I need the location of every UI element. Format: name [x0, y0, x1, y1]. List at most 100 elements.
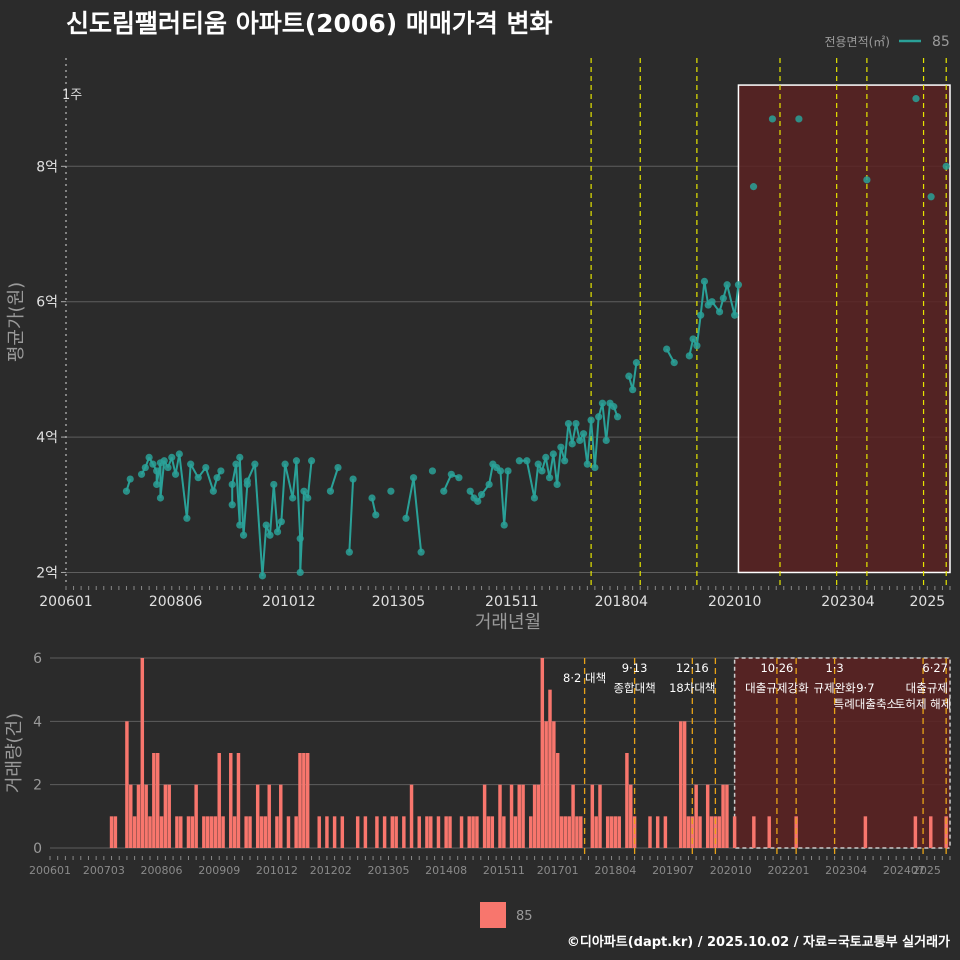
price-point: [122, 487, 131, 495]
volume-bar: [563, 816, 568, 848]
price-point: [145, 453, 153, 461]
price-point: [304, 494, 312, 502]
volume-bar: [221, 816, 225, 848]
price-point: [598, 399, 607, 407]
volume-bar: [375, 816, 379, 848]
price-point: [239, 531, 248, 539]
volume-bar: [275, 816, 279, 848]
volume-policy-annotation: 10·26: [760, 661, 793, 675]
price-x-tick-label: 200601: [39, 594, 92, 610]
volume-bar: [202, 816, 206, 848]
volume-policy-annotation: 6·27: [922, 661, 948, 675]
volume-bar: [598, 784, 602, 848]
price-point: [217, 467, 225, 475]
volume-bar: [148, 816, 152, 848]
price-point: [168, 453, 176, 461]
price-point: [715, 308, 724, 316]
volume-bar: [136, 784, 141, 848]
volume-bar: [194, 784, 198, 848]
price-line-segment: [253, 464, 264, 576]
price-line-segment: [284, 463, 294, 499]
price-point: [731, 311, 739, 319]
price-point: [534, 460, 542, 468]
volume-policy-annotation: 12·16: [676, 661, 709, 675]
price-x-tick-label: 201804: [595, 594, 649, 610]
volume-policy-annotation: 9·7: [856, 681, 874, 695]
price-point: [500, 521, 508, 529]
price-point: [723, 281, 731, 289]
price-point: [187, 460, 195, 468]
volume-bar: [302, 753, 306, 848]
volume-bar: [448, 816, 452, 848]
volume-bar: [725, 784, 729, 848]
price-point: [387, 487, 395, 495]
volume-bar: [113, 816, 118, 848]
volume-bar: [417, 816, 421, 848]
volume-bar: [605, 816, 610, 848]
price-point: [685, 352, 693, 360]
price-line-segment: [726, 284, 736, 316]
volume-bar: [575, 816, 579, 848]
price-line-segment: [605, 403, 611, 441]
price-line-segment: [306, 460, 313, 499]
volume-x-tick-label: 2025: [913, 864, 941, 877]
price-legend-title: 전용면적(㎡): [824, 35, 890, 49]
price-point: [368, 494, 376, 502]
volume-bar: [459, 816, 464, 848]
price-point: [719, 294, 727, 302]
volume-x-tick-label: 201907: [652, 864, 694, 877]
price-point: [447, 470, 455, 478]
price-point: [734, 281, 743, 289]
volume-bar: [517, 784, 521, 848]
volume-bar: [205, 816, 210, 848]
volume-x-tick-label: 201202: [310, 864, 352, 877]
volume-bar: [390, 816, 395, 848]
volume-bar: [509, 784, 514, 848]
volume-y-tick-label: 0: [33, 841, 42, 857]
price-line-segment: [699, 281, 706, 316]
price-line-segment: [593, 416, 600, 468]
price-point: [477, 491, 486, 499]
volume-bar: [521, 784, 525, 848]
price-point: [296, 535, 304, 543]
price-point: [485, 480, 493, 489]
price-point: [587, 416, 595, 424]
price-point: [912, 95, 920, 103]
volume-bar: [209, 816, 214, 848]
volume-bar: [617, 816, 621, 848]
price-line-segment: [204, 467, 215, 492]
price-point: [927, 193, 935, 201]
volume-x-tick-label: 202201: [767, 864, 809, 877]
volume-bar: [167, 784, 171, 848]
price-point: [428, 467, 437, 475]
volume-bar: [109, 816, 114, 848]
volume-bar: [732, 816, 737, 848]
volume-policy-annotation: 대출규제: [906, 681, 948, 695]
price-x-axis-title: 거래년월: [475, 612, 541, 633]
price-line-segment: [590, 420, 596, 468]
volume-bar: [486, 816, 491, 848]
volume-x-tick-label: 201511: [483, 864, 525, 877]
volume-bar: [548, 689, 552, 848]
price-point: [610, 403, 618, 411]
price-point: [557, 443, 565, 451]
volume-bar: [544, 721, 548, 848]
price-point: [700, 277, 709, 285]
volume-policy-annotation: 1·3: [825, 661, 843, 675]
price-point: [613, 413, 622, 421]
volume-bar: [429, 816, 433, 848]
volume-policy-annotation: 특례대출축소: [834, 697, 897, 711]
price-y-tick-label: 2억: [36, 565, 58, 581]
price-point: [474, 497, 482, 505]
price-x-tick-label: 201305: [372, 594, 425, 610]
price-line-segment: [563, 423, 570, 461]
price-point: [576, 436, 584, 445]
volume-x-tick-label: 202304: [825, 864, 867, 877]
price-point: [243, 477, 251, 485]
volume-x-tick-label: 202407: [883, 864, 925, 877]
volume-bar: [498, 784, 502, 848]
price-point: [236, 521, 244, 529]
price-point: [296, 568, 304, 577]
price-point: [625, 372, 633, 380]
